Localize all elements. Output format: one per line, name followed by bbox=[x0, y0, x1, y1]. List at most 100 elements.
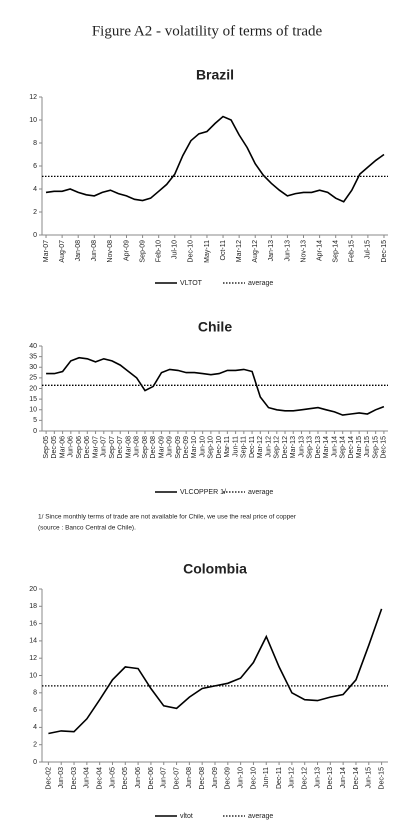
x-tick-label: Dec-05 bbox=[122, 767, 129, 790]
x-tick-label: Dec-08 bbox=[150, 436, 157, 459]
x-tick-label: Dec-13 bbox=[327, 767, 334, 790]
x-tick-label: Jun-15 bbox=[364, 436, 371, 458]
x-tick-label: Mar-12 bbox=[257, 436, 264, 458]
y-tick-label: 0 bbox=[33, 428, 37, 435]
x-tick-label: Apr-14 bbox=[316, 240, 323, 261]
x-tick-label: Jun-13 bbox=[284, 240, 291, 262]
y-tick-label: 12 bbox=[29, 94, 37, 101]
x-tick-label: Sep-09 bbox=[175, 436, 182, 459]
y-tick-label: 20 bbox=[29, 586, 37, 593]
x-tick-label: Dec-13 bbox=[315, 436, 322, 459]
x-tick-label: Dec-10 bbox=[188, 240, 195, 263]
x-tick-label: Sep-10 bbox=[208, 436, 215, 459]
y-tick-label: 40 bbox=[29, 343, 37, 350]
x-tick-label: Jun-11 bbox=[232, 436, 239, 457]
legend-label: VLTOT bbox=[180, 280, 203, 287]
x-tick-label: Jun-12 bbox=[265, 436, 272, 458]
x-tick-label: Jun-06 bbox=[68, 436, 75, 458]
x-tick-label: Jun-13 bbox=[298, 436, 305, 458]
x-tick-label: Dec-09 bbox=[183, 436, 190, 459]
x-tick-label: Mar-07 bbox=[43, 240, 50, 262]
x-tick-label: Mar-06 bbox=[59, 436, 66, 458]
x-tick-label: Jun-08 bbox=[186, 767, 193, 789]
y-tick-label: 30 bbox=[29, 364, 37, 371]
x-tick-label: Jun-04 bbox=[84, 767, 91, 789]
x-tick-label: Jun-03 bbox=[58, 767, 65, 789]
y-tick-label: 20 bbox=[29, 385, 37, 392]
y-tick-label: 6 bbox=[33, 163, 37, 170]
y-tick-label: 5 bbox=[33, 417, 37, 424]
x-tick-label: Jun-11 bbox=[263, 767, 270, 788]
x-tick-label: Nov-13 bbox=[300, 240, 307, 263]
y-tick-label: 0 bbox=[33, 232, 37, 239]
x-tick-label: Jun-10 bbox=[199, 436, 206, 458]
x-tick-label: Jun-09 bbox=[167, 436, 174, 458]
x-tick-label: Jun-10 bbox=[237, 767, 244, 789]
x-tick-label: Nov-08 bbox=[107, 240, 114, 263]
x-tick-label: Jun-07 bbox=[161, 767, 168, 789]
y-tick-label: 0 bbox=[33, 759, 37, 766]
x-tick-label: Dec-11 bbox=[276, 767, 283, 789]
y-tick-label: 12 bbox=[29, 655, 37, 662]
x-tick-label: Mar-15 bbox=[356, 436, 363, 458]
x-tick-label: Jun-08 bbox=[134, 436, 141, 458]
x-tick-label: Dec-06 bbox=[84, 436, 91, 459]
x-tick-label: Dec-12 bbox=[302, 767, 309, 790]
y-tick-label: 2 bbox=[33, 209, 37, 216]
legend-label: VLCOPPER 1/ bbox=[180, 489, 226, 496]
x-tick-label: Sep-09 bbox=[139, 240, 146, 263]
x-tick-label: Dec-15 bbox=[378, 767, 385, 790]
x-tick-label: Sep-05 bbox=[43, 436, 50, 459]
footnote: 1/ Since monthly terms of trade are not … bbox=[38, 514, 297, 521]
y-tick-label: 18 bbox=[29, 603, 37, 610]
x-tick-label: Dec-11 bbox=[249, 436, 256, 458]
x-tick-label: Dec-02 bbox=[45, 767, 52, 790]
chart-title: Colombia bbox=[183, 561, 247, 577]
y-tick-label: 2 bbox=[33, 742, 37, 749]
x-tick-label: May-11 bbox=[204, 240, 211, 263]
y-tick-label: 6 bbox=[33, 707, 37, 714]
y-tick-label: 35 bbox=[29, 353, 37, 360]
chart-title: Brazil bbox=[196, 67, 234, 83]
x-tick-label: Jan-13 bbox=[268, 240, 275, 262]
y-tick-label: 4 bbox=[33, 724, 37, 731]
x-tick-label: Sep-08 bbox=[142, 436, 149, 459]
x-tick-label: Dec-09 bbox=[225, 767, 232, 790]
x-tick-label: Sep-15 bbox=[372, 436, 379, 459]
chart-title: Chile bbox=[198, 319, 232, 335]
x-tick-label: Feb-10 bbox=[156, 240, 163, 262]
y-tick-label: 10 bbox=[29, 407, 37, 414]
x-tick-label: Jul-15 bbox=[365, 240, 372, 259]
x-tick-label: Mar-08 bbox=[125, 436, 132, 458]
x-tick-label: Mar-09 bbox=[158, 436, 165, 458]
x-tick-label: Jun-08 bbox=[91, 240, 98, 262]
x-tick-label: Dec-08 bbox=[199, 767, 206, 790]
y-tick-label: 8 bbox=[33, 690, 37, 697]
x-tick-label: Jan-08 bbox=[75, 240, 82, 262]
x-tick-label: Jun-14 bbox=[331, 436, 338, 458]
legend-label: vltot bbox=[180, 813, 193, 820]
x-tick-label: Dec-04 bbox=[97, 767, 104, 790]
x-tick-label: Mar-11 bbox=[224, 436, 231, 458]
x-tick-label: Aug-12 bbox=[252, 240, 259, 263]
x-tick-label: Sep-12 bbox=[274, 436, 281, 459]
y-tick-label: 10 bbox=[29, 117, 37, 124]
x-tick-label: Jun-14 bbox=[340, 767, 347, 789]
x-tick-label: Dec-05 bbox=[51, 436, 58, 459]
x-tick-label: Mar-10 bbox=[191, 436, 198, 458]
y-tick-label: 8 bbox=[33, 140, 37, 147]
legend-label: average bbox=[248, 813, 273, 820]
footnote: (source : Banco Central de Chile). bbox=[38, 525, 136, 532]
x-tick-label: Mar-14 bbox=[323, 436, 330, 458]
x-tick-label: Jun-07 bbox=[101, 436, 108, 458]
x-tick-label: Dec-03 bbox=[71, 767, 78, 790]
legend-label: average bbox=[248, 489, 273, 496]
y-tick-label: 14 bbox=[29, 638, 37, 645]
page-title: Figure A2 - volatility of terms of trade bbox=[92, 23, 323, 39]
x-tick-label: Dec-15 bbox=[381, 240, 388, 263]
x-tick-label: Aug-07 bbox=[59, 240, 66, 263]
x-tick-label: Jun-09 bbox=[212, 767, 219, 789]
x-tick-label: Dec-06 bbox=[148, 767, 155, 790]
x-tick-label: Jun-13 bbox=[314, 767, 321, 789]
